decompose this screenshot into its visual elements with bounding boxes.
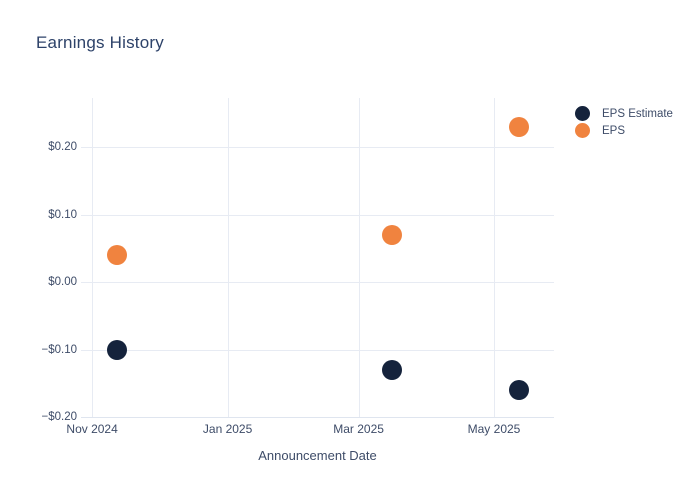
eps-estimate-marker-icon xyxy=(575,106,590,121)
x-gridline xyxy=(494,98,495,417)
data-point-eps-estimate[interactable] xyxy=(381,359,402,380)
data-point-eps[interactable] xyxy=(381,224,402,245)
data-point-eps[interactable] xyxy=(508,117,529,137)
x-gridline xyxy=(227,98,229,417)
data-point-eps-estimate[interactable] xyxy=(106,339,127,360)
y-tick-label: −$0.10 xyxy=(41,343,78,356)
y-gridline xyxy=(81,349,554,351)
x-axis-line xyxy=(81,417,554,418)
data-point-eps-estimate[interactable] xyxy=(508,380,529,400)
data-point-eps[interactable] xyxy=(106,245,127,266)
x-gridline xyxy=(92,98,94,417)
y-tick-label: $0.10 xyxy=(48,208,77,221)
y-tick-label: $0.20 xyxy=(48,141,77,154)
x-axis-title: Announcement Date xyxy=(258,448,377,463)
x-tick-label: Nov 2024 xyxy=(66,422,118,436)
x-gridline xyxy=(358,98,360,417)
legend-label-eps-estimate: EPS Estimate xyxy=(602,107,673,120)
y-gridline xyxy=(81,147,554,149)
eps-marker-icon xyxy=(575,123,590,138)
legend-item-eps-estimate[interactable]: EPS Estimate xyxy=(575,106,673,121)
chart-title: Earnings History xyxy=(36,33,164,52)
legend-item-eps[interactable]: EPS xyxy=(575,123,673,138)
y-gridline xyxy=(81,282,554,284)
legend: EPS Estimate EPS xyxy=(575,106,673,140)
y-tick-label: $0.00 xyxy=(48,276,77,289)
y-gridline xyxy=(81,214,554,216)
legend-label-eps: EPS xyxy=(602,124,626,137)
y-tick-label: −$0.20 xyxy=(41,411,78,423)
x-tick-label: Jan 2025 xyxy=(202,422,253,436)
x-tick-label: May 2025 xyxy=(467,422,521,436)
x-tick-label: Mar 2025 xyxy=(333,422,384,436)
